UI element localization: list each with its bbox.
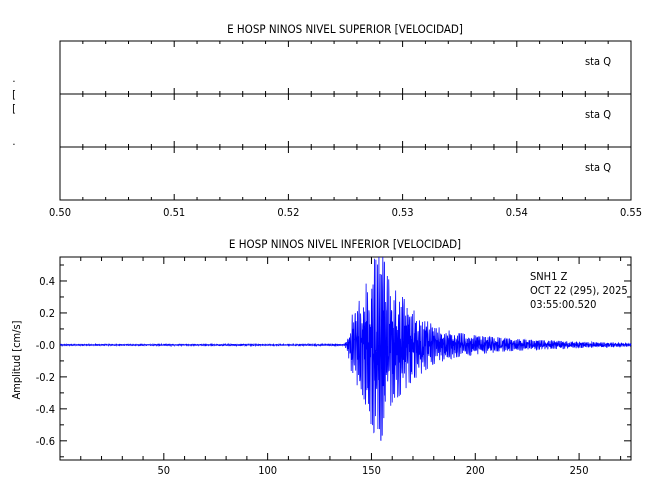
left-mark: [ xyxy=(12,102,16,115)
left-mark: [ xyxy=(12,88,16,101)
top-x-tick-label: 0.51 xyxy=(163,206,185,219)
top-panel-3 xyxy=(60,147,631,200)
date-label: OCT 22 (295), 2025 xyxy=(530,284,628,297)
bottom-x-tick-label: 200 xyxy=(466,464,485,477)
y-axis-label: Amplitud [cm/s] xyxy=(10,320,23,399)
left-mark: · xyxy=(12,75,15,88)
bottom-chart-title: E HOSP NINOS NIVEL INFERIOR [VELOCIDAD] xyxy=(229,237,461,251)
top-x-tick-label: 0.50 xyxy=(49,206,71,219)
top-x-tick-label: 0.54 xyxy=(506,206,528,219)
panel-station-label: sta Q xyxy=(585,55,611,68)
top-chart-left-marks: ·[[· xyxy=(12,75,16,151)
left-mark: · xyxy=(12,138,15,151)
bottom-x-tick-label: 250 xyxy=(570,464,589,477)
panel-station-label: sta Q xyxy=(585,161,611,174)
bottom-y-tick-label: -0.4 xyxy=(36,403,55,416)
panel-station-label: sta Q xyxy=(585,108,611,121)
bottom-y-tick-label: -0.2 xyxy=(36,371,55,384)
bottom-y-tick-label: 0.4 xyxy=(39,275,55,288)
bottom-y-tick-label: -0.0 xyxy=(36,339,55,352)
bottom-x-tick-label: 100 xyxy=(258,464,277,477)
top-x-tick-label: 0.52 xyxy=(277,206,299,219)
bottom-x-tick-label: 150 xyxy=(362,464,381,477)
top-x-tick-label: 0.55 xyxy=(620,206,642,219)
bottom-x-tick-label: 50 xyxy=(158,464,171,477)
top-chart-panels: sta Q sta Q sta Q xyxy=(60,41,631,200)
top-chart: E HOSP NINOS NIVEL SUPERIOR [VELOCIDAD] … xyxy=(12,22,642,219)
bottom-y-tick-label: 0.2 xyxy=(39,307,55,320)
time-label: 03:55:00.520 xyxy=(530,298,596,311)
top-chart-x-ticks: 0.50 0.51 0.52 0.53 0.54 0.55 xyxy=(49,206,642,219)
top-x-tick-label: 0.53 xyxy=(392,206,414,219)
bottom-chart: E HOSP NINOS NIVEL INFERIOR [VELOCIDAD] … xyxy=(10,237,631,477)
top-chart-title: E HOSP NINOS NIVEL SUPERIOR [VELOCIDAD] xyxy=(227,22,463,36)
top-panel-1 xyxy=(60,41,631,94)
station-label: SNH1 Z xyxy=(530,270,568,283)
top-panel-2 xyxy=(60,94,631,147)
bottom-y-tick-label: -0.6 xyxy=(36,435,55,448)
